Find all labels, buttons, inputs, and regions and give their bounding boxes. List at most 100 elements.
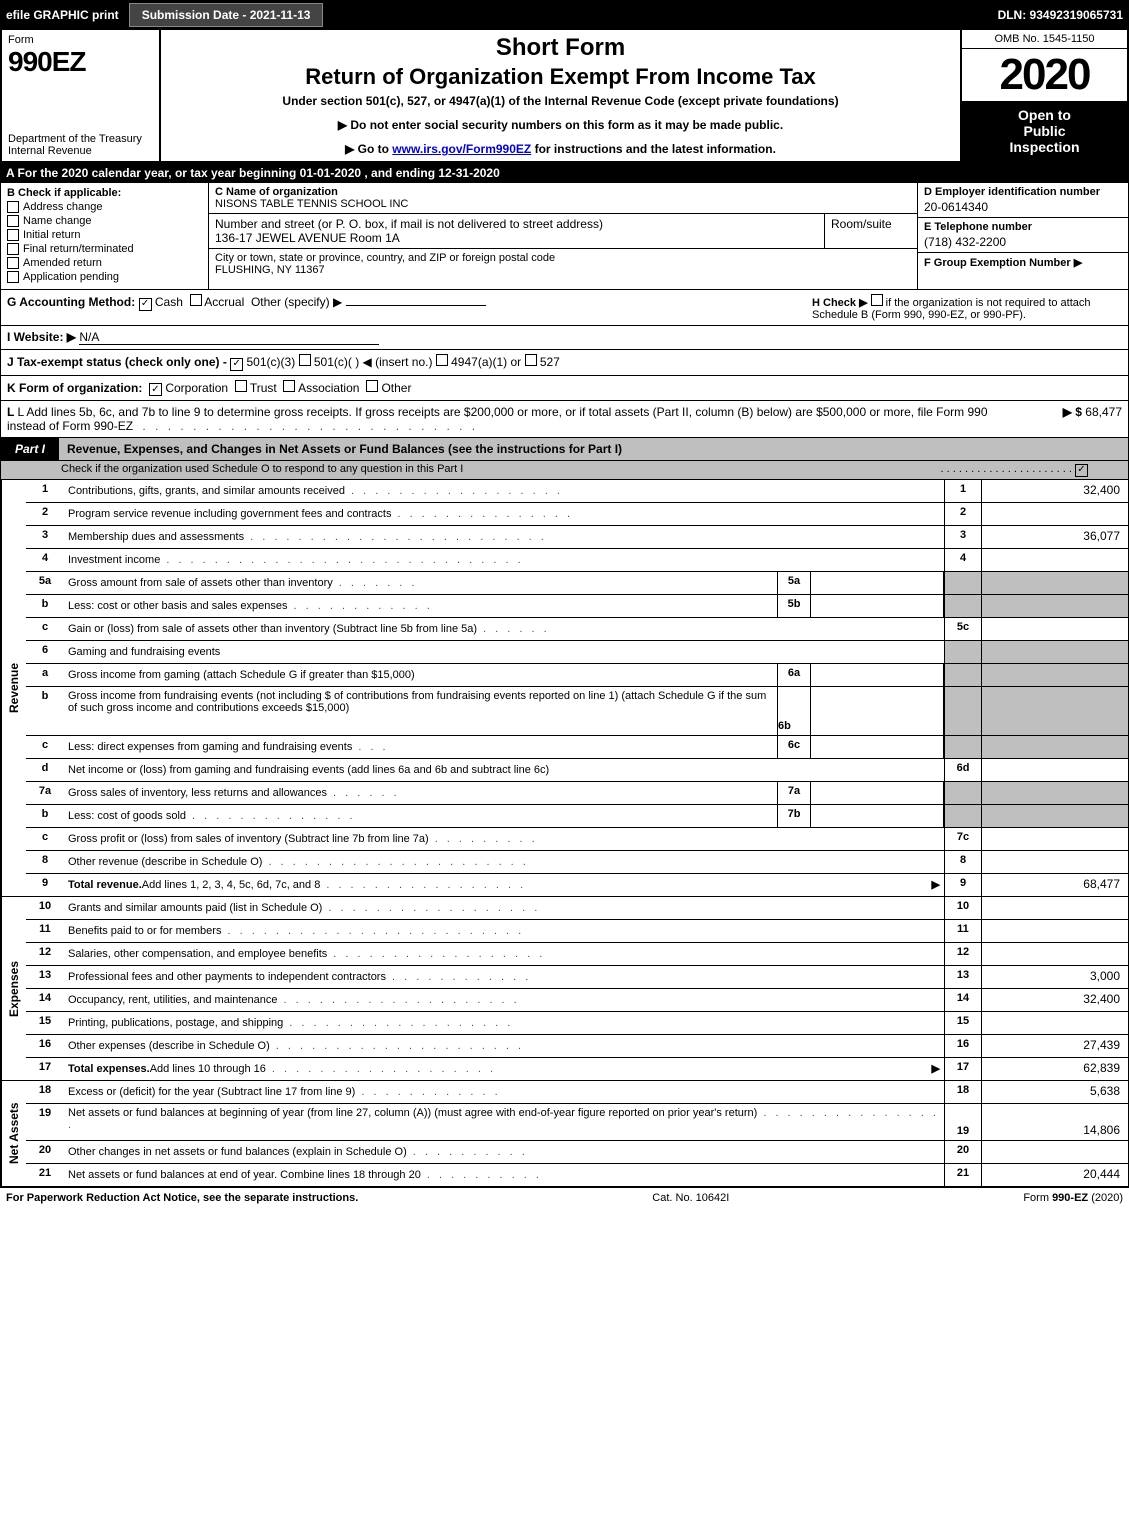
omb-number: OMB No. 1545-1150 [962, 30, 1127, 49]
line-5c-value [982, 618, 1128, 640]
line-6d-value [982, 759, 1128, 781]
ein-value: 20-0614340 [924, 198, 1122, 214]
row-i: I Website: ▶ N/A [0, 326, 1129, 350]
tax-year: 2020 [962, 49, 1127, 101]
form-number: 990EZ [8, 46, 153, 78]
org-address: 136-17 JEWEL AVENUE Room 1A [215, 231, 818, 245]
goto-line: ▶ Go to www.irs.gov/Form990EZ for instru… [169, 142, 952, 156]
line-17-value: 62,839 [982, 1058, 1128, 1080]
irs-link[interactable]: www.irs.gov/Form990EZ [392, 142, 531, 156]
open-to-public: Open to Public Inspection [962, 101, 1127, 161]
checkbox-trust[interactable] [235, 380, 247, 392]
line-9-value: 68,477 [982, 874, 1128, 896]
do-not-enter: ▶ Do not enter social security numbers o… [169, 118, 952, 132]
part-i-header: Part I Revenue, Expenses, and Changes in… [0, 438, 1129, 461]
line-12-value [982, 943, 1128, 965]
line-16-value: 27,439 [982, 1035, 1128, 1057]
line-10-value [982, 897, 1128, 919]
c-addr-label: Number and street (or P. O. box, if mail… [215, 217, 818, 231]
under-section: Under section 501(c), 527, or 4947(a)(1)… [169, 94, 952, 108]
other-specify-input[interactable] [346, 305, 486, 306]
line-14-value: 32,400 [982, 989, 1128, 1011]
footer: For Paperwork Reduction Act Notice, see … [0, 1187, 1129, 1208]
website-value: N/A [79, 330, 379, 345]
footer-left: For Paperwork Reduction Act Notice, see … [6, 1192, 358, 1204]
section-a: A For the 2020 calendar year, or tax yea… [0, 163, 1129, 183]
line-3-value: 36,077 [982, 526, 1128, 548]
line-1-value: 32,400 [982, 480, 1128, 502]
line-8-value [982, 851, 1128, 873]
line-7c-value [982, 828, 1128, 850]
col-def: D Employer identification number 20-0614… [917, 183, 1128, 289]
line-6b-value [811, 687, 944, 735]
org-city: FLUSHING, NY 11367 [215, 264, 911, 276]
row-k: K Form of organization: ✓ Corporation Tr… [0, 376, 1129, 402]
line-20-value [982, 1141, 1128, 1163]
line-21-value: 20,444 [982, 1164, 1128, 1186]
side-revenue: Revenue [1, 480, 26, 896]
expenses-block: Expenses 10Grants and similar amounts pa… [0, 897, 1129, 1081]
checkbox-final-return[interactable] [7, 243, 19, 255]
line-19-value: 14,806 [982, 1104, 1128, 1140]
part-i-tab: Part I [1, 438, 59, 460]
line-5a-value [811, 572, 944, 594]
form-header: Form 990EZ Department of the Treasury In… [0, 30, 1129, 163]
checkbox-501c[interactable] [299, 354, 311, 366]
form-label: Form [8, 34, 153, 46]
checkbox-application-pending[interactable] [7, 271, 19, 283]
c-city-label: City or town, state or province, country… [215, 252, 911, 264]
f-label: F Group Exemption Number ▶ [924, 256, 1122, 269]
row-l: L L Add lines 5b, 6c, and 7b to line 9 t… [0, 401, 1129, 438]
line-13-value: 3,000 [982, 966, 1128, 988]
checkbox-accrual[interactable] [190, 294, 202, 306]
checkbox-amended-return[interactable] [7, 257, 19, 269]
c-name-label: C Name of organization [215, 186, 911, 198]
line-5b-value [811, 595, 944, 617]
dln-label: DLN: 93492319065731 [998, 8, 1123, 22]
line-6c-value [811, 736, 944, 758]
checkbox-association[interactable] [283, 380, 295, 392]
checkbox-initial-return[interactable] [7, 229, 19, 241]
b-title: B Check if applicable: [7, 187, 202, 199]
col-c-org: C Name of organization NISONS TABLE TENN… [209, 183, 917, 289]
footer-center: Cat. No. 10642I [652, 1192, 729, 1204]
part-i-subtitle: Check if the organization used Schedule … [0, 461, 1129, 480]
return-title: Return of Organization Exempt From Incom… [169, 64, 952, 90]
line-15-value [982, 1012, 1128, 1034]
room-suite-label: Room/suite [825, 214, 917, 248]
line-7b-value [811, 805, 944, 827]
g-label: G Accounting Method: [7, 295, 135, 309]
row-j: J Tax-exempt status (check only one) - ✓… [0, 350, 1129, 376]
checkbox-501c3[interactable]: ✓ [230, 358, 243, 371]
side-net-assets: Net Assets [1, 1081, 26, 1186]
line-11-value [982, 920, 1128, 942]
line-6a-value [811, 664, 944, 686]
checkbox-527[interactable] [525, 354, 537, 366]
line-18-value: 5,638 [982, 1081, 1128, 1103]
col-b-checkboxes: B Check if applicable: Address change Na… [1, 183, 209, 289]
line-7a-value [811, 782, 944, 804]
header-left: Form 990EZ Department of the Treasury In… [2, 30, 161, 161]
line-2-value [982, 503, 1128, 525]
short-form-title: Short Form [169, 34, 952, 62]
gross-receipts-value: 68,477 [1085, 405, 1122, 419]
line-4-value [982, 549, 1128, 571]
department: Department of the Treasury Internal Reve… [8, 133, 153, 157]
org-name: NISONS TABLE TENNIS SCHOOL INC [215, 198, 911, 210]
header-right: OMB No. 1545-1150 2020 Open to Public In… [960, 30, 1127, 161]
submission-date: Submission Date - 2021-11-13 [129, 3, 324, 27]
checkbox-corporation[interactable]: ✓ [149, 383, 162, 396]
checkbox-other-org[interactable] [366, 380, 378, 392]
checkbox-name-change[interactable] [7, 215, 19, 227]
h-label: H Check ▶ [812, 297, 868, 309]
d-label: D Employer identification number [924, 186, 1122, 198]
row-g-h: G Accounting Method: ✓ Cash Accrual Othe… [0, 290, 1129, 326]
checkbox-4947[interactable] [436, 354, 448, 366]
checkbox-h[interactable] [871, 294, 883, 306]
checkbox-address-change[interactable] [7, 201, 19, 213]
header-center: Short Form Return of Organization Exempt… [161, 30, 960, 161]
checkbox-cash[interactable]: ✓ [139, 298, 152, 311]
org-info-row: B Check if applicable: Address change Na… [0, 183, 1129, 290]
checkbox-schedule-o[interactable]: ✓ [1075, 464, 1088, 477]
e-label: E Telephone number [924, 221, 1122, 233]
